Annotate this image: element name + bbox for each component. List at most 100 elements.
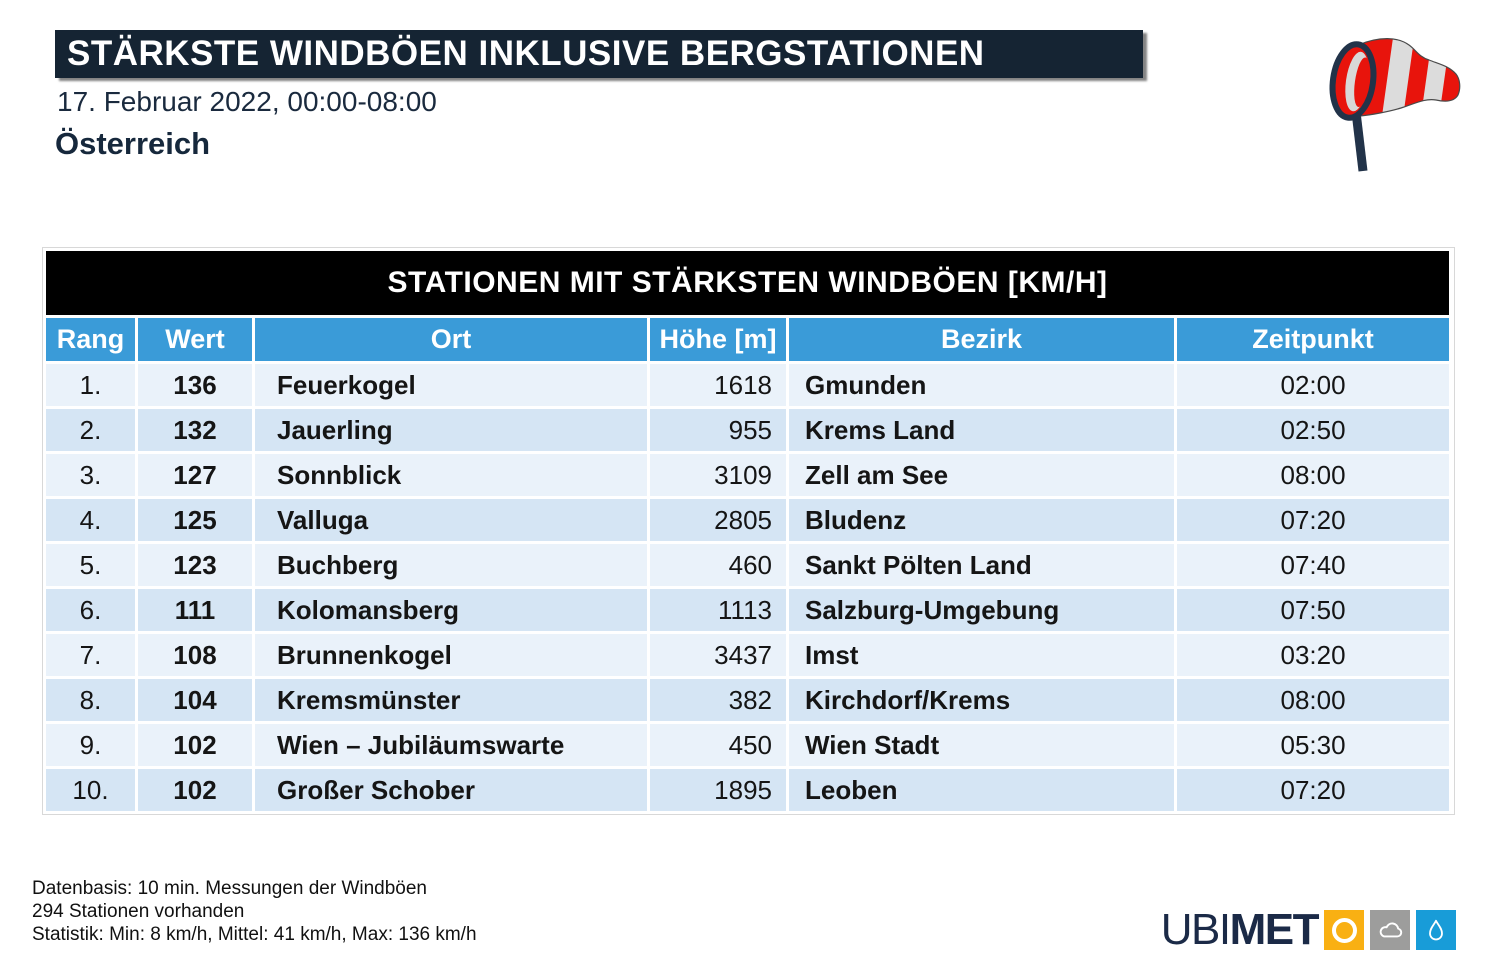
cell-bezirk: Salzburg-Umgebung: [789, 589, 1174, 631]
table-row: 3. 127 Sonnblick 3109 Zell am See 08:00: [46, 454, 1450, 496]
cell-zeitpunkt: 07:40: [1177, 544, 1450, 586]
column-header-wert: Wert: [138, 318, 252, 361]
logo-text-met: MET: [1229, 905, 1320, 954]
cell-wert: 104: [138, 679, 252, 721]
column-header-bezirk: Bezirk: [789, 318, 1174, 361]
date-range: 17. Februar 2022, 00:00-08:00: [57, 86, 437, 117]
footer-statistik: Statistik: Min: 8 km/h, Mittel: 41 km/h,…: [32, 924, 477, 945]
cell-hoehe: 2805: [650, 499, 786, 541]
sun-icon: [1324, 910, 1364, 950]
cell-ort: Wien – Jubiläumswarte: [255, 724, 647, 766]
cell-ort: Feuerkogel: [255, 364, 647, 406]
cell-wert: 108: [138, 634, 252, 676]
cell-rang: 5.: [46, 544, 135, 586]
cell-zeitpunkt: 07:20: [1177, 769, 1450, 811]
cell-zeitpunkt: 08:00: [1177, 454, 1450, 496]
table-body: 1. 136 Feuerkogel 1618 Gmunden 02:00 2. …: [46, 364, 1450, 811]
table-row: 1. 136 Feuerkogel 1618 Gmunden 02:00: [46, 364, 1450, 406]
column-header-rang: Rang: [46, 318, 135, 361]
footer-stationen: 294 Stationen vorhanden: [32, 901, 245, 922]
cell-ort: Jauerling: [255, 409, 647, 451]
cloud-icon: [1370, 910, 1410, 950]
cell-hoehe: 1618: [650, 364, 786, 406]
cell-rang: 10.: [46, 769, 135, 811]
table-row: 2. 132 Jauerling 955 Krems Land 02:50: [46, 409, 1450, 451]
ubimet-logo-text: UBIMET: [1161, 908, 1320, 952]
ubimet-logo: UBIMET: [1161, 908, 1456, 952]
cell-rang: 6.: [46, 589, 135, 631]
cell-zeitpunkt: 02:00: [1177, 364, 1450, 406]
cell-rang: 8.: [46, 679, 135, 721]
cell-bezirk: Wien Stadt: [789, 724, 1174, 766]
cell-hoehe: 1113: [650, 589, 786, 631]
table-row: 8. 104 Kremsmünster 382 Kirchdorf/Krems …: [46, 679, 1450, 721]
region-label: Österreich: [55, 126, 211, 161]
table-title: STATIONEN MIT STÄRKSTEN WINDBÖEN [KM/H]: [46, 251, 1450, 315]
cell-ort: Kolomansberg: [255, 589, 647, 631]
footer-datenbasis: Datenbasis: 10 min. Messungen der Windbö…: [32, 878, 428, 899]
table-row: 10. 102 Großer Schober 1895 Leoben 07:20: [46, 769, 1450, 811]
windsock-outline: [1357, 38, 1461, 117]
cell-hoehe: 460: [650, 544, 786, 586]
cell-bezirk: Gmunden: [789, 364, 1174, 406]
drop-icon: [1416, 910, 1456, 950]
cell-bezirk: Imst: [789, 634, 1174, 676]
cell-rang: 7.: [46, 634, 135, 676]
cell-zeitpunkt: 02:50: [1177, 409, 1450, 451]
cell-hoehe: 1895: [650, 769, 786, 811]
table-row: 9. 102 Wien – Jubiläumswarte 450 Wien St…: [46, 724, 1450, 766]
cell-ort: Valluga: [255, 499, 647, 541]
cell-wert: 102: [138, 769, 252, 811]
cell-hoehe: 955: [650, 409, 786, 451]
cell-ort: Kremsmünster: [255, 679, 647, 721]
cell-bezirk: Bludenz: [789, 499, 1174, 541]
cell-bezirk: Kirchdorf/Krems: [789, 679, 1174, 721]
windsock-icon: [1298, 24, 1463, 179]
cell-wert: 125: [138, 499, 252, 541]
cell-bezirk: Krems Land: [789, 409, 1174, 451]
logo-text-ubi: UBI: [1160, 905, 1231, 954]
cell-wert: 123: [138, 544, 252, 586]
cell-bezirk: Leoben: [789, 769, 1174, 811]
cell-rang: 1.: [46, 364, 135, 406]
cell-rang: 2.: [46, 409, 135, 451]
cell-hoehe: 382: [650, 679, 786, 721]
table-row: 4. 125 Valluga 2805 Bludenz 07:20: [46, 499, 1450, 541]
cell-hoehe: 3437: [650, 634, 786, 676]
cell-zeitpunkt: 03:20: [1177, 634, 1450, 676]
cell-wert: 127: [138, 454, 252, 496]
cell-zeitpunkt: 07:20: [1177, 499, 1450, 541]
column-header-zeitpunkt: Zeitpunkt: [1177, 318, 1450, 361]
wind-gust-table-container: STATIONEN MIT STÄRKSTEN WINDBÖEN [KM/H] …: [42, 247, 1455, 815]
cell-rang: 4.: [46, 499, 135, 541]
windsock-svg: [1329, 38, 1461, 172]
table-header-row: Rang Wert Ort Höhe [m] Bezirk Zeitpunkt: [46, 318, 1450, 361]
cell-rang: 9.: [46, 724, 135, 766]
cell-hoehe: 3109: [650, 454, 786, 496]
cell-wert: 132: [138, 409, 252, 451]
cell-ort: Sonnblick: [255, 454, 647, 496]
column-header-ort: Ort: [255, 318, 647, 361]
table-row: 6. 111 Kolomansberg 1113 Salzburg-Umgebu…: [46, 589, 1450, 631]
cell-wert: 136: [138, 364, 252, 406]
cell-rang: 3.: [46, 454, 135, 496]
footer-notes: Datenbasis: 10 min. Messungen der Windbö…: [32, 877, 477, 946]
cell-bezirk: Sankt Pölten Land: [789, 544, 1174, 586]
wind-gust-table: STATIONEN MIT STÄRKSTEN WINDBÖEN [KM/H] …: [43, 248, 1452, 814]
cell-ort: Buchberg: [255, 544, 647, 586]
page-title-bar: STÄRKSTE WINDBÖEN INKLUSIVE BERGSTATIONE…: [55, 30, 1143, 78]
cell-wert: 102: [138, 724, 252, 766]
table-row: 5. 123 Buchberg 460 Sankt Pölten Land 07…: [46, 544, 1450, 586]
cell-zeitpunkt: 05:30: [1177, 724, 1450, 766]
cell-hoehe: 450: [650, 724, 786, 766]
table-row: 7. 108 Brunnenkogel 3437 Imst 03:20: [46, 634, 1450, 676]
cell-wert: 111: [138, 589, 252, 631]
windsock-pole: [1351, 111, 1368, 172]
cell-ort: Großer Schober: [255, 769, 647, 811]
cell-zeitpunkt: 08:00: [1177, 679, 1450, 721]
cell-zeitpunkt: 07:50: [1177, 589, 1450, 631]
cell-ort: Brunnenkogel: [255, 634, 647, 676]
cell-bezirk: Zell am See: [789, 454, 1174, 496]
windsock-mouth: [1329, 41, 1377, 121]
page-title: STÄRKSTE WINDBÖEN INKLUSIVE BERGSTATIONE…: [67, 34, 985, 73]
